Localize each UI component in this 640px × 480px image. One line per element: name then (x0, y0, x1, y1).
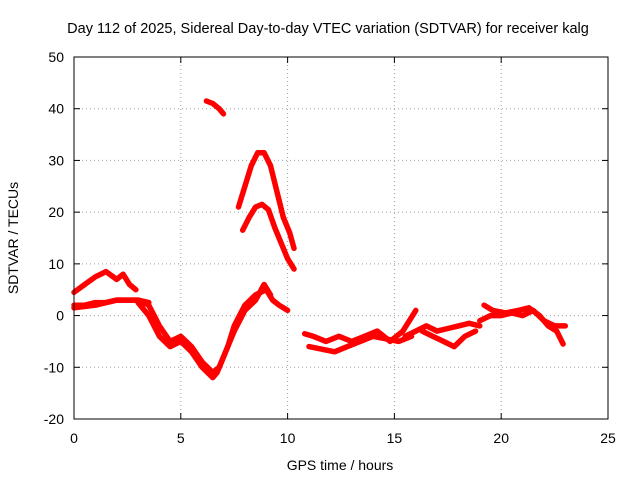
axis-ticks: 0 5 10 15 20 25 -20 -10 0 10 20 30 40 50 (44, 49, 616, 446)
series-evening-band-a (402, 320, 483, 340)
y-tick-label: 30 (48, 152, 64, 168)
x-tick-label: 15 (387, 430, 403, 446)
y-tick-label: -10 (44, 359, 64, 375)
series-upper-early-arc (71, 268, 139, 296)
series-high-arc-2 (239, 201, 297, 272)
series-evening-band-b (419, 328, 479, 350)
series-high-arc-1 (235, 149, 297, 252)
series-night-band-a (477, 307, 569, 329)
series-night-band-b (481, 302, 566, 347)
x-tick-label: 25 (600, 430, 616, 446)
y-tick-label: 50 (48, 49, 64, 65)
y-tick-label: 20 (48, 204, 64, 220)
y-tick-label: 10 (48, 256, 64, 272)
grid-lines (74, 57, 608, 419)
y-tick-label: -20 (44, 411, 64, 427)
series-afternoon-band-a (301, 307, 419, 345)
chart-title: Day 112 of 2025, Sidereal Day-to-day VTE… (67, 21, 589, 37)
series-afternoon-band-b (306, 333, 415, 355)
series-layer (71, 98, 569, 381)
x-tick-label: 20 (493, 430, 509, 446)
y-tick-label: 0 (56, 308, 64, 324)
series-early-high-arc (203, 98, 227, 117)
x-axis-label: GPS time / hours (287, 457, 394, 473)
y-axis-label: SDTVAR / TECUs (5, 182, 21, 294)
plot-frame (73, 56, 609, 420)
y-tick-label: 40 (48, 101, 64, 117)
x-tick-label: 0 (70, 430, 78, 446)
x-tick-label: 5 (177, 430, 185, 446)
x-tick-label: 10 (280, 430, 296, 446)
series-main-trough-b (135, 281, 274, 381)
